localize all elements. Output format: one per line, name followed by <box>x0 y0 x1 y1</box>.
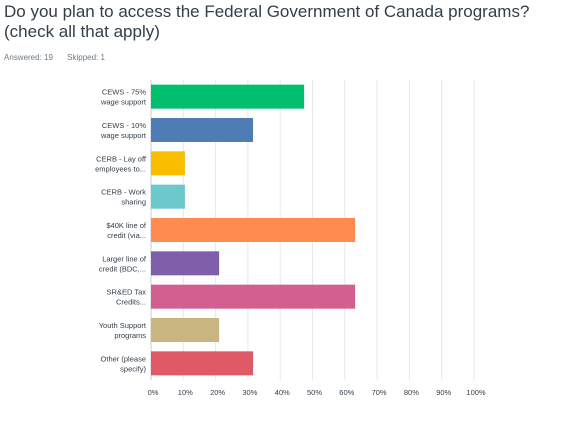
bar <box>151 84 305 109</box>
bar <box>151 318 220 342</box>
x-tick-label: 10% <box>178 388 193 397</box>
category-label: $40K line of credit (via... <box>106 221 147 240</box>
category-label: CEWS - 10% wage support <box>100 121 147 140</box>
bar <box>151 351 254 376</box>
category-label: CERB - Lay off employees to... <box>95 154 147 173</box>
question-title: Do you plan to access the Federal Govern… <box>4 2 530 41</box>
category-label: Youth Support programs <box>99 321 147 340</box>
category-label: CERB - Work sharing <box>101 188 146 207</box>
bar <box>151 251 220 276</box>
x-tick-label: 20% <box>210 388 225 397</box>
x-tick-label: 80% <box>404 388 419 397</box>
category-label: Larger line of credit (BDC,... <box>99 254 147 273</box>
x-tick-label: 30% <box>242 388 257 397</box>
bar <box>151 151 185 176</box>
x-tick-label: 40% <box>275 388 290 397</box>
bar <box>151 118 254 142</box>
x-tick-label: 0% <box>148 388 159 397</box>
answered-count: Answered: 19 <box>4 53 53 62</box>
x-tick-label: 60% <box>339 388 354 397</box>
x-tick-label: 50% <box>307 388 322 397</box>
category-label: CEWS - 75% wage support <box>100 88 147 107</box>
bar <box>151 218 356 242</box>
skipped-count: Skipped: 1 <box>67 53 105 62</box>
x-tick-label: 70% <box>372 388 387 397</box>
category-label: SR&ED Tax Credits... <box>107 288 147 307</box>
bar <box>151 284 356 309</box>
x-tick-label: 90% <box>436 388 451 397</box>
response-stats: Answered: 19 Skipped: 1 <box>4 53 117 62</box>
x-tick-label: 100% <box>466 388 486 397</box>
bar <box>151 184 185 209</box>
category-label: Other (please specify) <box>101 354 147 373</box>
